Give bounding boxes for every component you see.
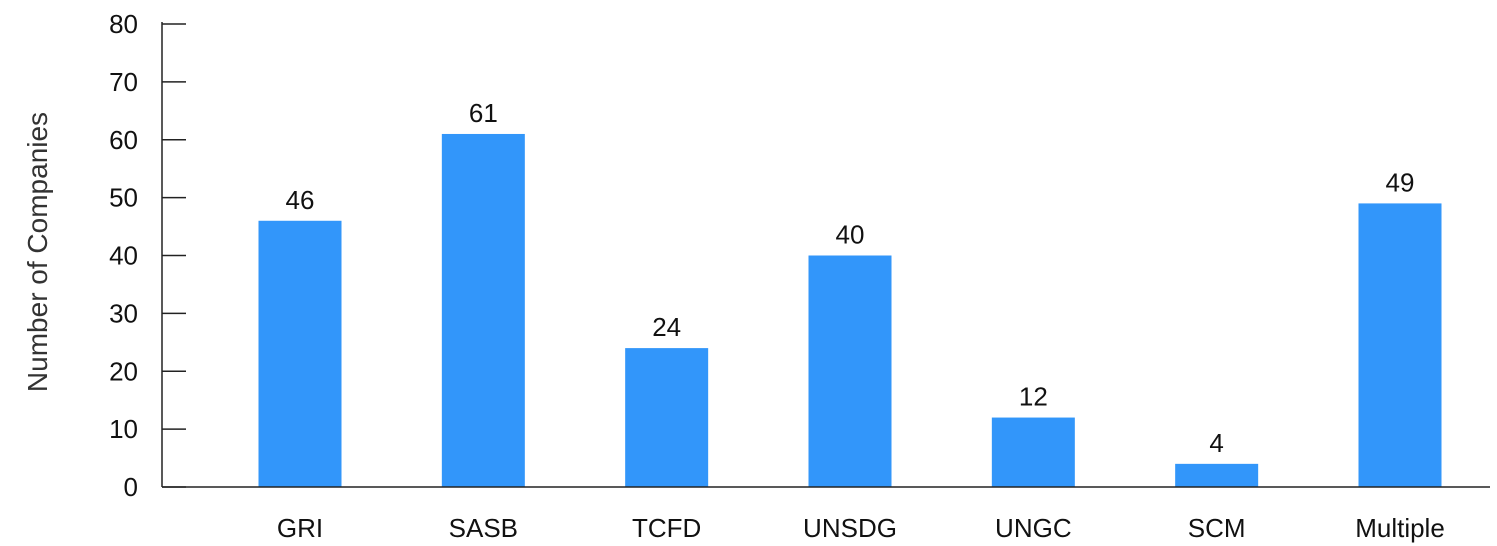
y-tick-label: 60 [109, 125, 138, 155]
data-label: 46 [286, 185, 315, 215]
data-label: 40 [836, 220, 865, 250]
y-tick-label: 70 [109, 67, 138, 97]
y-tick-label: 40 [109, 241, 138, 271]
y-tick-label: 50 [109, 183, 138, 213]
data-label: 49 [1386, 167, 1415, 197]
bars: 46 61 24 40 12 4 49 [258, 98, 1442, 487]
bar [1358, 203, 1442, 487]
x-tick-label: Multiple [1355, 513, 1445, 543]
y-axis-title: Number of Companies [22, 112, 53, 392]
x-axis: GRI SASB TCFD UNSDG UNGC SCM Multiple [162, 486, 1490, 543]
y-axis: 0 10 20 30 40 50 60 70 80 [109, 9, 186, 502]
x-tick-label: SASB [449, 513, 518, 543]
y-tick-label: 30 [109, 298, 138, 328]
y-tick-label: 0 [124, 472, 138, 502]
bar [625, 348, 709, 487]
bar [441, 133, 525, 487]
data-label: 4 [1209, 428, 1223, 458]
data-label: 24 [652, 312, 681, 342]
bar [258, 220, 342, 487]
data-label: 61 [469, 98, 498, 128]
bar [808, 255, 892, 487]
x-tick-label: UNSDG [803, 513, 897, 543]
data-label: 12 [1019, 382, 1048, 412]
x-tick-label: UNGC [995, 513, 1072, 543]
y-tick-label: 80 [109, 9, 138, 39]
y-tick-label: 10 [109, 414, 138, 444]
x-tick-label: TCFD [632, 513, 701, 543]
bar [1175, 463, 1259, 487]
y-tick-label: 20 [109, 356, 138, 386]
x-tick-label: GRI [277, 513, 323, 543]
bar [991, 417, 1075, 487]
x-tick-label: SCM [1188, 513, 1246, 543]
